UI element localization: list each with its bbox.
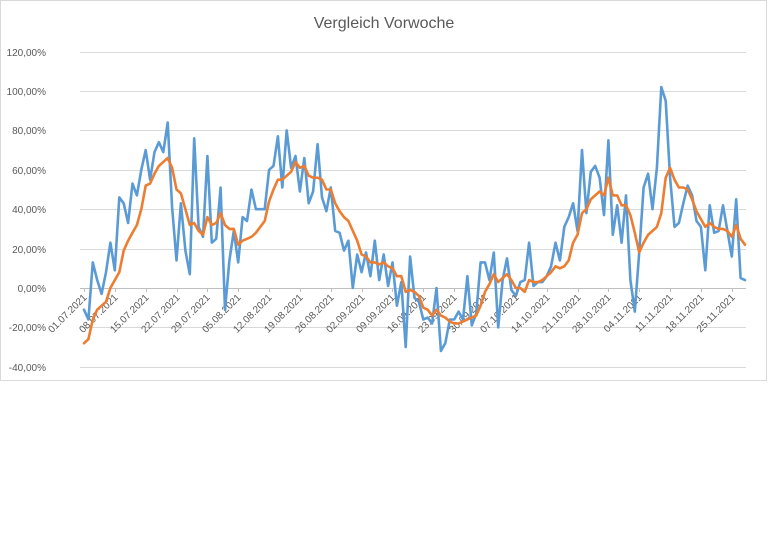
y-tick-label: -40,00% [9, 363, 46, 374]
series-line-average [82, 156, 747, 345]
y-tick-label: 80,00% [12, 126, 46, 137]
chart-area [0, 0, 767, 381]
y-tick-label: 40,00% [12, 205, 46, 216]
y-tick-label: 120,00% [7, 48, 47, 59]
y-tick-label: -20,00% [9, 323, 46, 334]
chart-title: Vergleich Vorwoche [314, 15, 455, 32]
y-tick-label: 20,00% [12, 245, 46, 256]
gridlines [80, 52, 746, 368]
y-tick-label: 100,00% [7, 87, 47, 98]
y-axis: 120,00% 100,00% 80,00% 60,00% 40,00% 20,00% 0,… [7, 48, 47, 374]
series-lines [82, 85, 747, 353]
y-tick-label: 0,00% [18, 284, 46, 295]
y-tick-label: 60,00% [12, 166, 46, 177]
series-line-daily [82, 85, 747, 353]
